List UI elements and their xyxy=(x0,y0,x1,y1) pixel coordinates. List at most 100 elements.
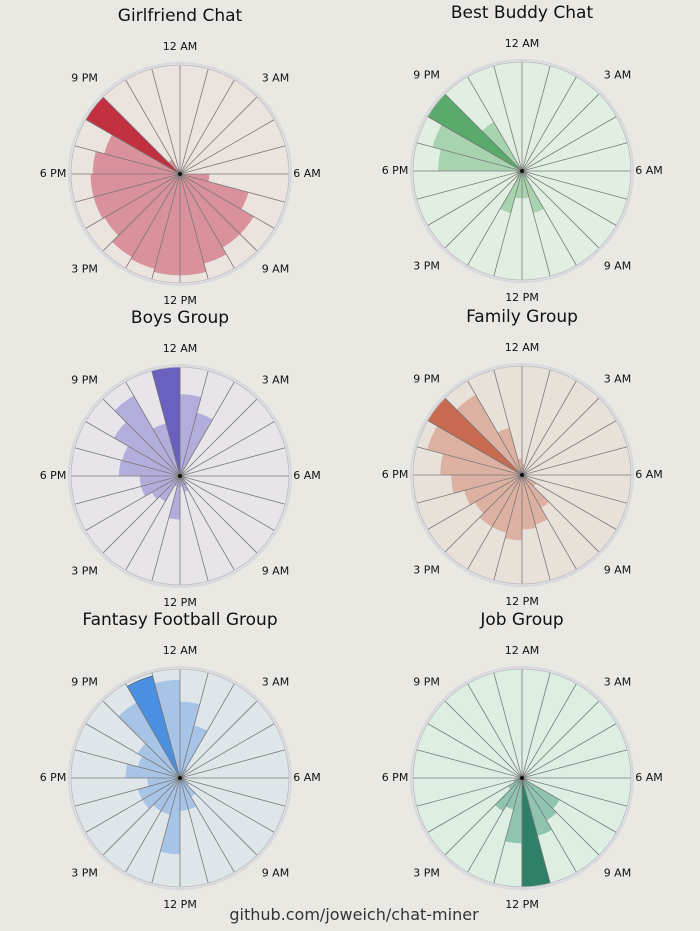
grid-line xyxy=(521,397,600,476)
hour-bar-10 xyxy=(522,171,544,214)
tick-label: 12 PM xyxy=(163,898,197,911)
tick-label: 3 AM xyxy=(604,373,632,386)
hour-bar-10 xyxy=(522,475,548,525)
hour-bar-13 xyxy=(505,778,522,810)
hour-bar-9 xyxy=(522,778,557,821)
hour-bar-13 xyxy=(130,174,180,269)
grid-line xyxy=(151,370,181,477)
hour-bar-19 xyxy=(427,425,522,475)
tick-label: 12 AM xyxy=(505,37,540,50)
tick-label: 12 AM xyxy=(163,342,198,355)
grid-line xyxy=(125,79,181,175)
grid-line xyxy=(102,173,181,252)
grid-line xyxy=(151,173,181,280)
tick-label: 6 PM xyxy=(40,771,67,784)
grid-line xyxy=(521,170,628,200)
tick-label: 9 PM xyxy=(413,373,440,386)
chart-title: Job Group xyxy=(479,610,563,630)
polar-chart-1: 12 AM 3 AM 6 AM 9 AM 12 PM 3 PM 6 PM 9 PM Best B… xyxy=(382,3,663,304)
grid-line xyxy=(493,672,523,779)
tick-label: 9 PM xyxy=(413,69,440,82)
tick-label: 9 AM xyxy=(262,564,290,577)
tick-label: 6 PM xyxy=(40,469,67,482)
grid-line xyxy=(521,474,600,553)
grid-line xyxy=(416,749,523,779)
chart-title: Best Buddy Chat xyxy=(451,3,594,23)
hour-bar-10 xyxy=(180,174,227,264)
grid-line xyxy=(85,421,181,477)
grid-line xyxy=(179,421,275,477)
grid-line xyxy=(179,79,235,175)
grid-line xyxy=(151,777,181,884)
grid-line xyxy=(521,142,628,172)
grid-line xyxy=(102,96,181,175)
chart-title: Fantasy Football Group xyxy=(82,610,277,630)
tick-label: 12 AM xyxy=(163,40,198,53)
grid-line xyxy=(179,173,235,269)
tick-label: 3 PM xyxy=(71,866,98,879)
grid-line xyxy=(179,145,286,175)
hour-bar-21 xyxy=(114,395,180,476)
outer-ring xyxy=(70,366,290,586)
grid-line xyxy=(521,749,628,779)
tick-label: 9 AM xyxy=(604,259,632,272)
grid-line xyxy=(416,446,523,476)
grid-line xyxy=(179,672,209,779)
grid-line xyxy=(444,170,523,249)
outer-ring xyxy=(412,668,632,888)
grid-line xyxy=(179,398,258,477)
hour-bar-15 xyxy=(474,475,522,514)
hour-bar-14 xyxy=(153,778,180,812)
tick-label: 3 AM xyxy=(262,676,290,689)
grid-line xyxy=(179,777,275,833)
grid-line xyxy=(179,381,235,477)
center-dot xyxy=(520,776,524,780)
tick-label: 3 AM xyxy=(262,374,290,387)
grid-line xyxy=(416,170,523,200)
hour-bar-19 xyxy=(122,446,180,476)
tick-label: 9 AM xyxy=(262,866,290,879)
grid-line xyxy=(444,777,523,856)
grid-line xyxy=(493,474,523,581)
hour-bar-16 xyxy=(464,475,522,505)
grid-line xyxy=(493,170,523,277)
tick-label: 3 AM xyxy=(262,72,290,85)
grid-line xyxy=(467,777,523,873)
grid-line xyxy=(521,723,617,779)
center-dot xyxy=(178,172,182,176)
tick-label: 6 AM xyxy=(635,468,663,481)
grid-line xyxy=(521,777,617,833)
hour-bar-22 xyxy=(152,423,180,476)
hour-bar-8 xyxy=(522,475,537,487)
grid-line xyxy=(85,119,181,175)
tick-label: 9 PM xyxy=(71,676,98,689)
tick-label: 6 AM xyxy=(635,164,663,177)
hour-bar-20 xyxy=(137,743,180,778)
grid-line xyxy=(467,474,523,570)
hour-bar-13 xyxy=(492,475,522,533)
grid-line xyxy=(125,777,181,873)
grid-line xyxy=(125,173,181,269)
tick-label: 3 AM xyxy=(604,676,632,689)
grid-line xyxy=(151,68,181,175)
hour-bar-19 xyxy=(104,134,180,174)
grid-line xyxy=(151,475,181,582)
grid-line xyxy=(521,170,617,226)
grid-line xyxy=(493,369,523,476)
outer-ring xyxy=(412,365,632,585)
hour-bar-21 xyxy=(118,702,180,778)
tick-label: 6 AM xyxy=(293,469,321,482)
grid-line xyxy=(125,475,181,571)
tick-label: 3 PM xyxy=(413,866,440,879)
grid-line xyxy=(179,723,275,779)
hour-bar-16 xyxy=(137,778,180,800)
grid-line xyxy=(521,777,577,873)
center-dot xyxy=(520,473,524,477)
grid-line xyxy=(521,474,577,570)
grid-line xyxy=(521,474,551,581)
hour-bar-9 xyxy=(180,778,196,797)
hour-bar-15 xyxy=(142,778,180,809)
tick-label: 12 PM xyxy=(163,294,197,307)
hour-bar-14 xyxy=(159,476,180,502)
grid-line xyxy=(427,170,523,226)
